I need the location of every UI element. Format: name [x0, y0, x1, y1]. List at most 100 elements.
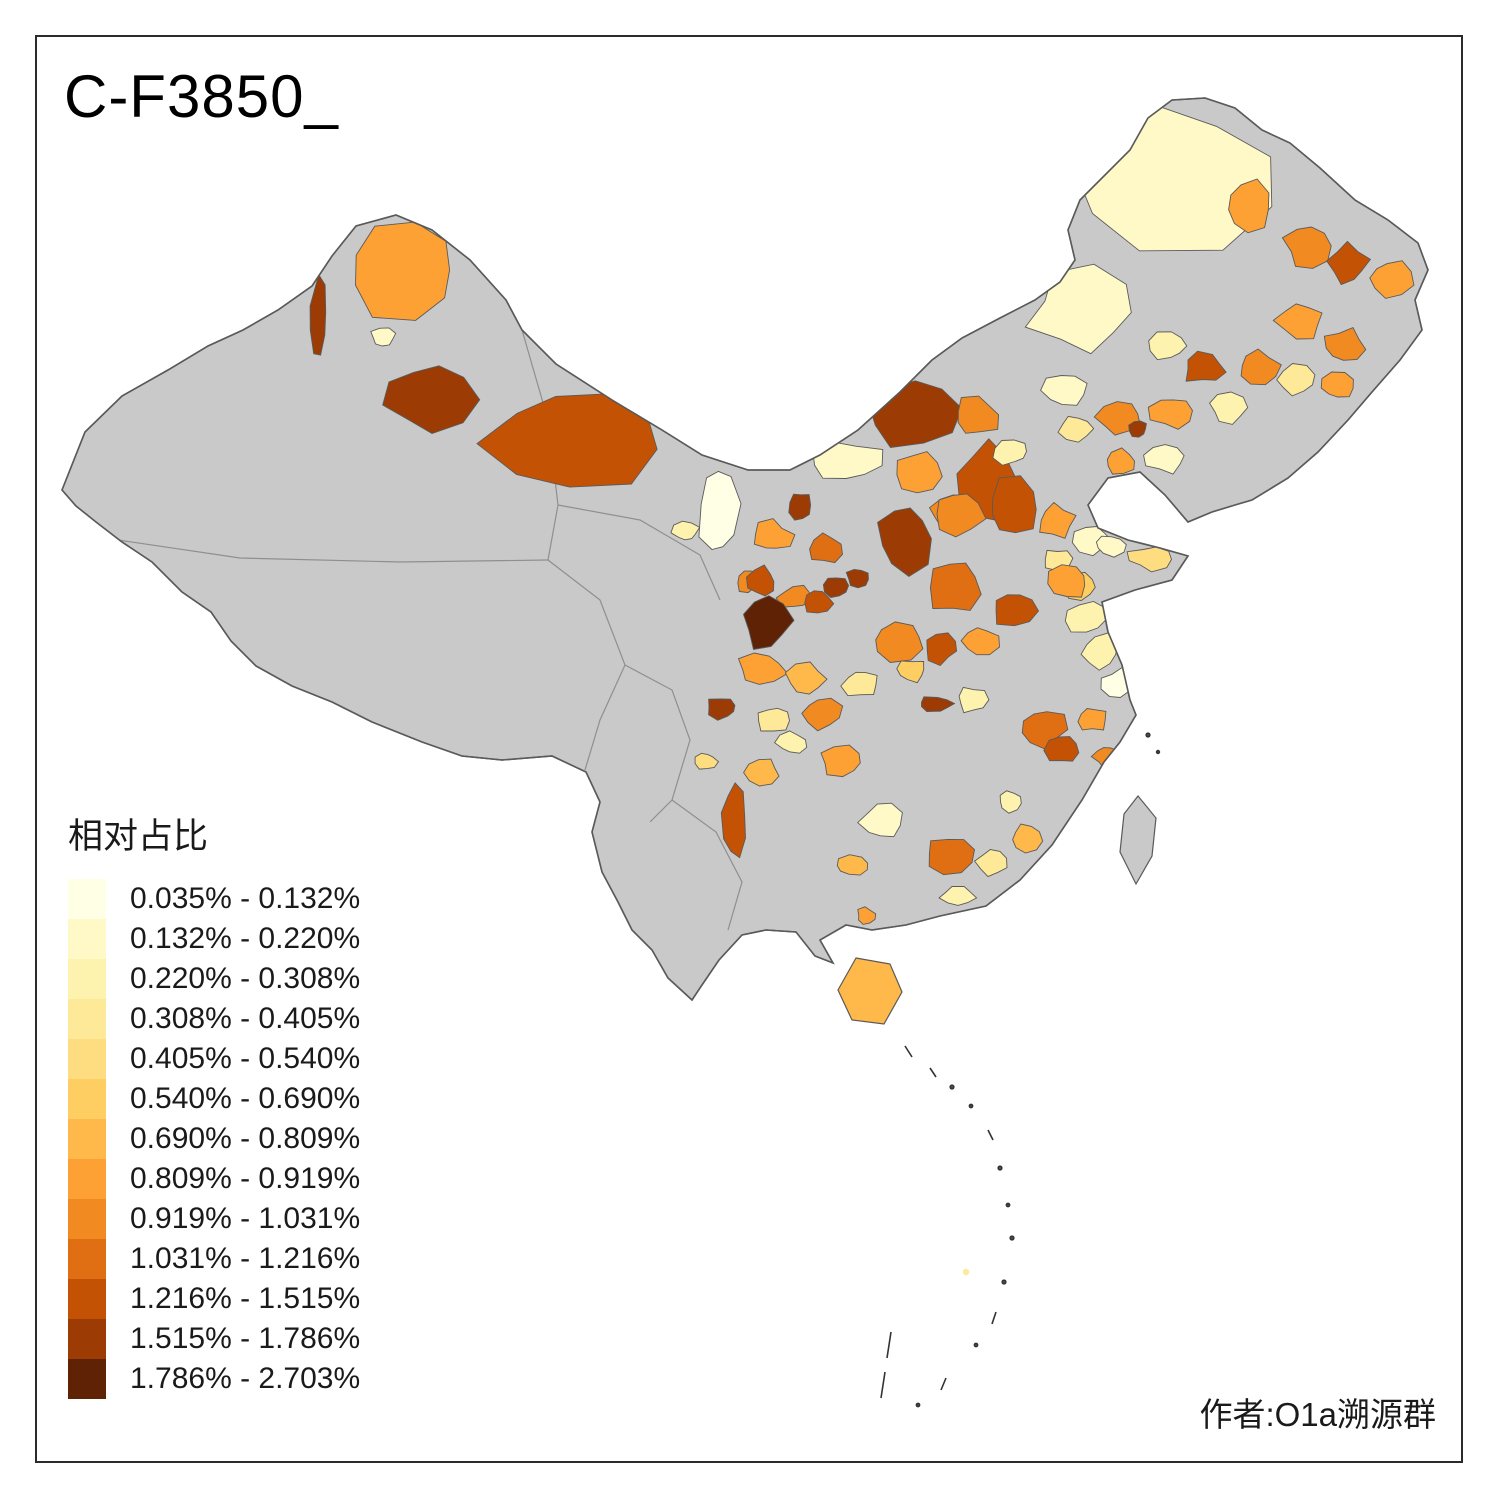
prefecture-region: [1040, 375, 1088, 406]
prefecture-region: [1147, 399, 1193, 430]
prefecture-region: [1126, 546, 1172, 573]
prefecture-region: [1228, 178, 1270, 234]
legend-item: 0.405% - 0.540%: [68, 1039, 360, 1079]
prefecture-region: [973, 849, 1008, 878]
legend-swatch: [68, 1199, 106, 1239]
province-boundaries: [117, 329, 833, 931]
prefecture-region: [1148, 331, 1188, 361]
legend-label: 0.405% - 0.540%: [130, 1042, 361, 1075]
prefecture-region: [1143, 444, 1185, 475]
prefecture-region: [309, 273, 327, 356]
prefecture-region: [820, 744, 861, 778]
legend-item: 0.308% - 0.405%: [68, 999, 360, 1039]
prefecture-region: [929, 562, 982, 611]
legend-swatch: [68, 1239, 106, 1279]
prefecture-region: [991, 475, 1037, 534]
taiwan-island: [1119, 795, 1157, 886]
legend-item: 1.216% - 1.515%: [68, 1279, 360, 1319]
prefecture-region: [1043, 736, 1080, 762]
prefecture-region: [877, 507, 932, 577]
prefecture-region: [1012, 823, 1044, 854]
prefecture-region: [743, 758, 780, 787]
page-title: C-F3850_: [64, 63, 339, 130]
legend-item: 0.919% - 1.031%: [68, 1199, 360, 1239]
prefecture-region: [355, 221, 451, 321]
legend-swatch: [68, 919, 106, 959]
legend-label: 0.809% - 0.919%: [130, 1162, 361, 1195]
legend-label: 0.308% - 0.405%: [130, 1002, 361, 1035]
prefecture-region: [1047, 564, 1086, 598]
prefecture-region: [840, 671, 878, 697]
prefecture-region: [1320, 371, 1354, 398]
legend-swatch: [68, 1359, 106, 1399]
prefecture-region: [809, 532, 843, 564]
prefecture-region: [804, 590, 835, 614]
prefecture-region: [1369, 260, 1415, 299]
legend-item: 1.515% - 1.786%: [68, 1319, 360, 1359]
legend-label: 0.540% - 0.690%: [130, 1082, 361, 1115]
prefecture-region: [382, 365, 481, 434]
legend-label: 0.132% - 0.220%: [130, 922, 361, 955]
legend-item: 0.220% - 0.308%: [68, 959, 360, 999]
prefecture-region: [708, 698, 736, 721]
prefecture-region: [1039, 501, 1077, 539]
prefecture-region: [957, 395, 1000, 434]
prefecture-region: [370, 327, 397, 347]
prefecture-region: [995, 594, 1040, 627]
legend-label: 1.031% - 1.216%: [130, 1242, 361, 1275]
prefecture-region: [720, 782, 746, 859]
legend-swatch: [68, 1319, 106, 1359]
credit-text: 作者:O1a溯源群: [1199, 1396, 1436, 1433]
legend-item: 1.031% - 1.216%: [68, 1239, 360, 1279]
legend-item: 0.540% - 0.690%: [68, 1079, 360, 1119]
prefecture-region: [698, 470, 742, 550]
legend-swatch: [68, 999, 106, 1039]
prefecture-region: [1276, 363, 1316, 397]
prefecture-region: [1272, 303, 1323, 340]
prefecture-region: [936, 493, 987, 538]
legend-item: 0.690% - 0.809%: [68, 1119, 360, 1159]
legend-item: 1.786% - 2.703%: [68, 1359, 360, 1399]
prefecture-region: [746, 564, 775, 597]
prefecture-region: [1185, 350, 1227, 382]
legend-item: 0.809% - 0.919%: [68, 1159, 360, 1199]
prefecture-region: [836, 854, 869, 876]
prefecture-region: [928, 838, 975, 876]
prefecture-region: [1106, 447, 1135, 475]
prefecture-region: [1209, 391, 1249, 425]
hainan-island: [837, 957, 903, 1025]
legend-label: 1.216% - 1.515%: [130, 1282, 361, 1315]
legend-label: 1.786% - 2.703%: [130, 1362, 361, 1395]
legend-label: 0.220% - 0.308%: [130, 962, 361, 995]
prefecture-region: [958, 686, 990, 714]
legend-label: 0.919% - 1.031%: [130, 1202, 361, 1235]
prefecture-region: [857, 906, 877, 925]
prefecture-region: [737, 652, 789, 685]
prefecture-region: [742, 595, 795, 651]
legend-label: 1.515% - 1.786%: [130, 1322, 361, 1355]
prefecture-region: [926, 632, 958, 667]
prefecture-region: [1128, 420, 1147, 438]
prefecture-region: [1095, 535, 1127, 558]
prefecture-region: [999, 790, 1022, 814]
prefecture-region: [1326, 240, 1372, 286]
prefecture-region: [1281, 226, 1332, 269]
prefecture-region: [1323, 327, 1367, 361]
prefecture-region: [670, 520, 701, 541]
prefecture-region: [753, 518, 796, 549]
legend-swatch: [68, 959, 106, 999]
prefecture-region: [784, 661, 828, 695]
prefecture-region: [801, 697, 844, 732]
legend-title: 相对占比: [68, 817, 209, 856]
mainland-outline: [61, 97, 1429, 1002]
legend: 相对占比 0.035% - 0.132% 0.132% - 0.220% 0.220…: [68, 808, 360, 1399]
legend-item: 0.132% - 0.220%: [68, 919, 360, 959]
prefecture-region: [1057, 415, 1095, 443]
prefecture-region: [992, 439, 1027, 466]
prefecture-region: [788, 493, 812, 521]
prefecture-region: [1240, 348, 1282, 386]
prefecture-region: [845, 568, 869, 589]
prefecture-region: [960, 627, 1000, 656]
legend-swatch: [68, 1119, 106, 1159]
